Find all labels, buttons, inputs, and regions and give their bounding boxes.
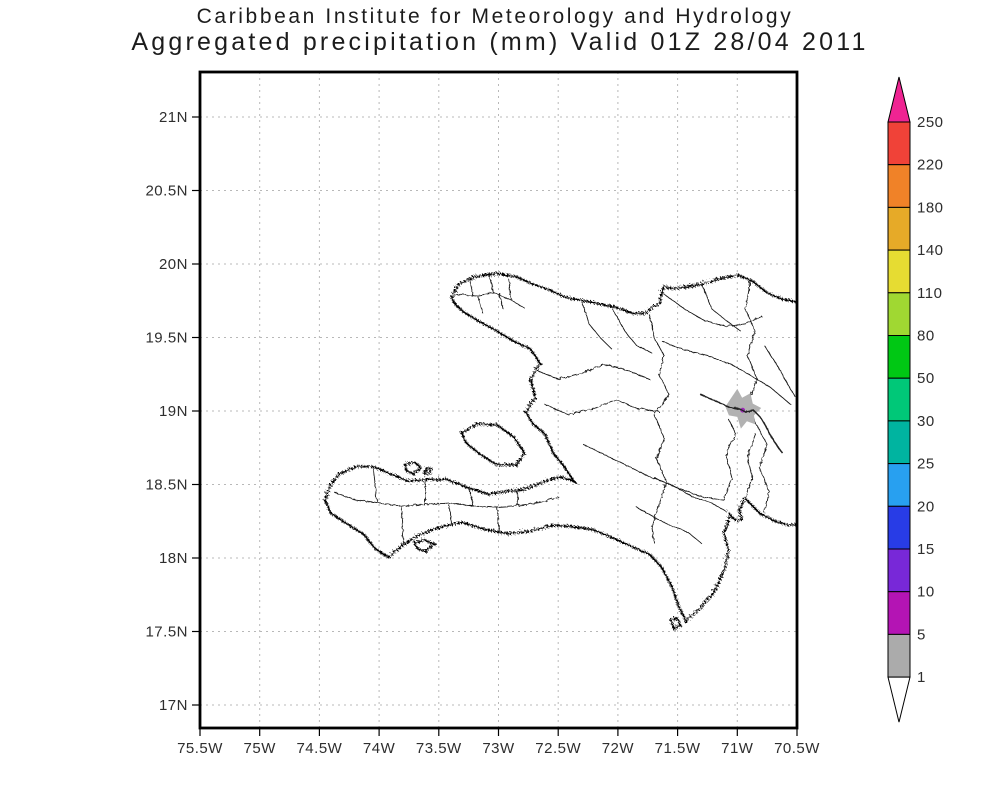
lat-tick-label: 17N	[159, 697, 188, 714]
colorbar-segment	[887, 591, 911, 635]
lat-tick-label: 18N	[159, 550, 188, 567]
colorbar-tick-label: 80	[917, 328, 935, 345]
colorbar-tick-label: 25	[917, 456, 935, 473]
lat-tick-label: 19.5N	[145, 330, 188, 347]
lon-tick-label: 75W	[244, 740, 277, 757]
lat-tick-label: 18.5N	[145, 477, 188, 494]
colorbar-segment	[887, 249, 911, 294]
colorbar-tick-label: 50	[917, 370, 935, 387]
colorbar-tick-label: 220	[917, 157, 944, 174]
colorbar-under-arrow	[887, 676, 911, 723]
lat-tick-label: 20.5N	[145, 183, 188, 200]
colorbar-segment	[887, 335, 911, 379]
lon-tick-label: 74W	[363, 740, 396, 757]
colorbar-segment	[887, 164, 911, 208]
colorbar-segment	[887, 548, 911, 593]
basin-boundaries	[333, 274, 795, 544]
colorbar-tick-label: 30	[917, 413, 935, 430]
lat-tick-label: 20N	[159, 256, 188, 273]
axis-labels: 21N 20.5N 20N 19.5N 19N 18.5N 18N 17.5N 17N 75.5W…	[145, 109, 820, 757]
colorbar-tick-label: 180	[917, 199, 944, 216]
lon-tick-label: 72.5W	[535, 740, 581, 757]
lon-tick-label: 72W	[602, 740, 635, 757]
map-layers	[322, 271, 797, 632]
colorbar-tick-label: 20	[917, 498, 935, 515]
coastline	[322, 271, 797, 632]
lat-tick-label: 17.5N	[145, 624, 188, 641]
graticule	[199, 72, 798, 728]
lon-tick-label: 70.5W	[774, 740, 820, 757]
colorbar-tick-label: 110	[917, 285, 942, 302]
boundary-through-precip-area	[698, 392, 783, 453]
colorbar-legend: 250 220 180 140 110 80 50 30 25 20 15 10 5 1	[887, 76, 944, 723]
page-title-line2: Aggregated precipitation (mm) Valid 01Z …	[131, 28, 869, 56]
lon-tick-label: 75.5W	[177, 740, 223, 757]
lon-tick-label: 73.5W	[416, 740, 462, 757]
lat-tick-label: 21N	[159, 109, 188, 126]
lon-tick-label: 73W	[482, 740, 515, 757]
page-title-line1: Caribbean Institute for Meteorology and …	[196, 5, 794, 28]
lon-tick-label: 71.5W	[655, 740, 701, 757]
colorbar-segment	[887, 206, 911, 251]
colorbar-segment	[887, 121, 911, 166]
colorbar-segment	[887, 420, 911, 465]
lon-tick-label: 74.5W	[296, 740, 342, 757]
colorbar-segment	[887, 463, 911, 507]
lon-tick-label: 71W	[721, 740, 754, 757]
colorbar-segment	[887, 377, 911, 422]
lat-tick-label: 19N	[159, 403, 188, 420]
colorbar-tick-label: 15	[917, 541, 935, 558]
colorbar-segment	[887, 505, 911, 550]
colorbar-tick-label: 250	[917, 114, 944, 131]
colorbar-over-arrow	[887, 76, 911, 123]
map-frame	[198, 70, 799, 730]
colorbar-segment	[887, 292, 911, 336]
colorbar-tick-label: 1	[917, 669, 926, 686]
colorbar-tick-label: 10	[917, 584, 935, 601]
colorbar-segment	[887, 633, 911, 678]
colorbar-tick-label: 140	[917, 242, 944, 259]
colorbar-tick-label: 5	[917, 626, 926, 643]
